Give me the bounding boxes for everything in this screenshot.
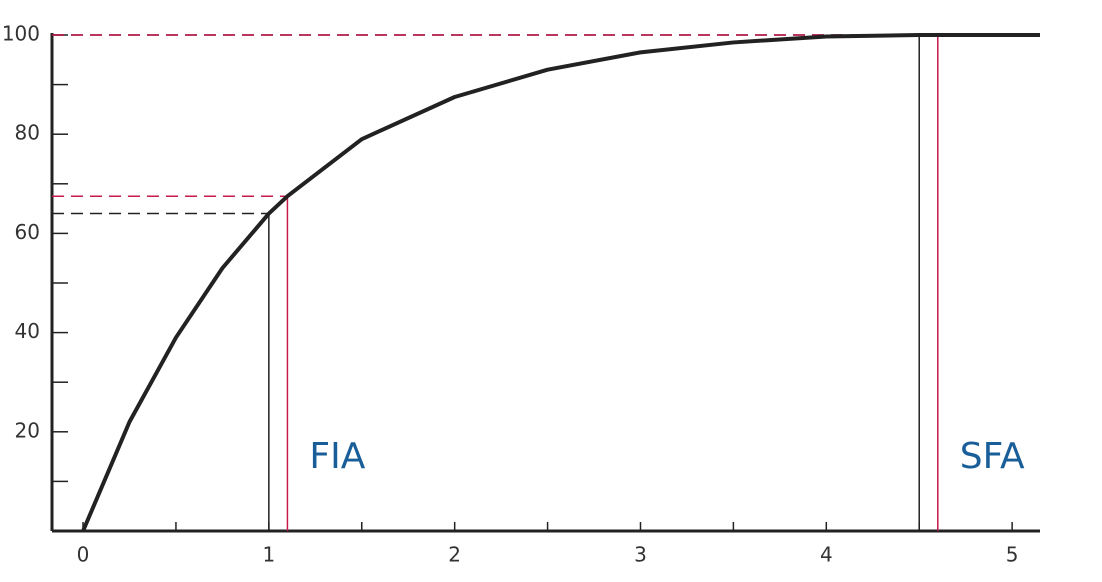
y-tick-label: 60 — [15, 220, 40, 244]
annotation: SFA — [960, 436, 1025, 477]
curve — [81, 33, 1040, 532]
x-tick-label: 5 — [1006, 543, 1019, 567]
y-tick-label: 80 — [15, 121, 40, 145]
x-tick-label: 4 — [820, 543, 833, 567]
x-tick-label: 3 — [634, 543, 647, 567]
x-tick-label: 1 — [262, 543, 275, 567]
x-tick-label: 2 — [448, 543, 461, 567]
y-tick-label: 20 — [15, 418, 40, 442]
y-tick-label: 100 — [2, 22, 40, 46]
y-tick-label: 40 — [15, 319, 40, 343]
annotation: FIA — [309, 436, 365, 477]
x-tick-label: 0 — [77, 543, 90, 567]
